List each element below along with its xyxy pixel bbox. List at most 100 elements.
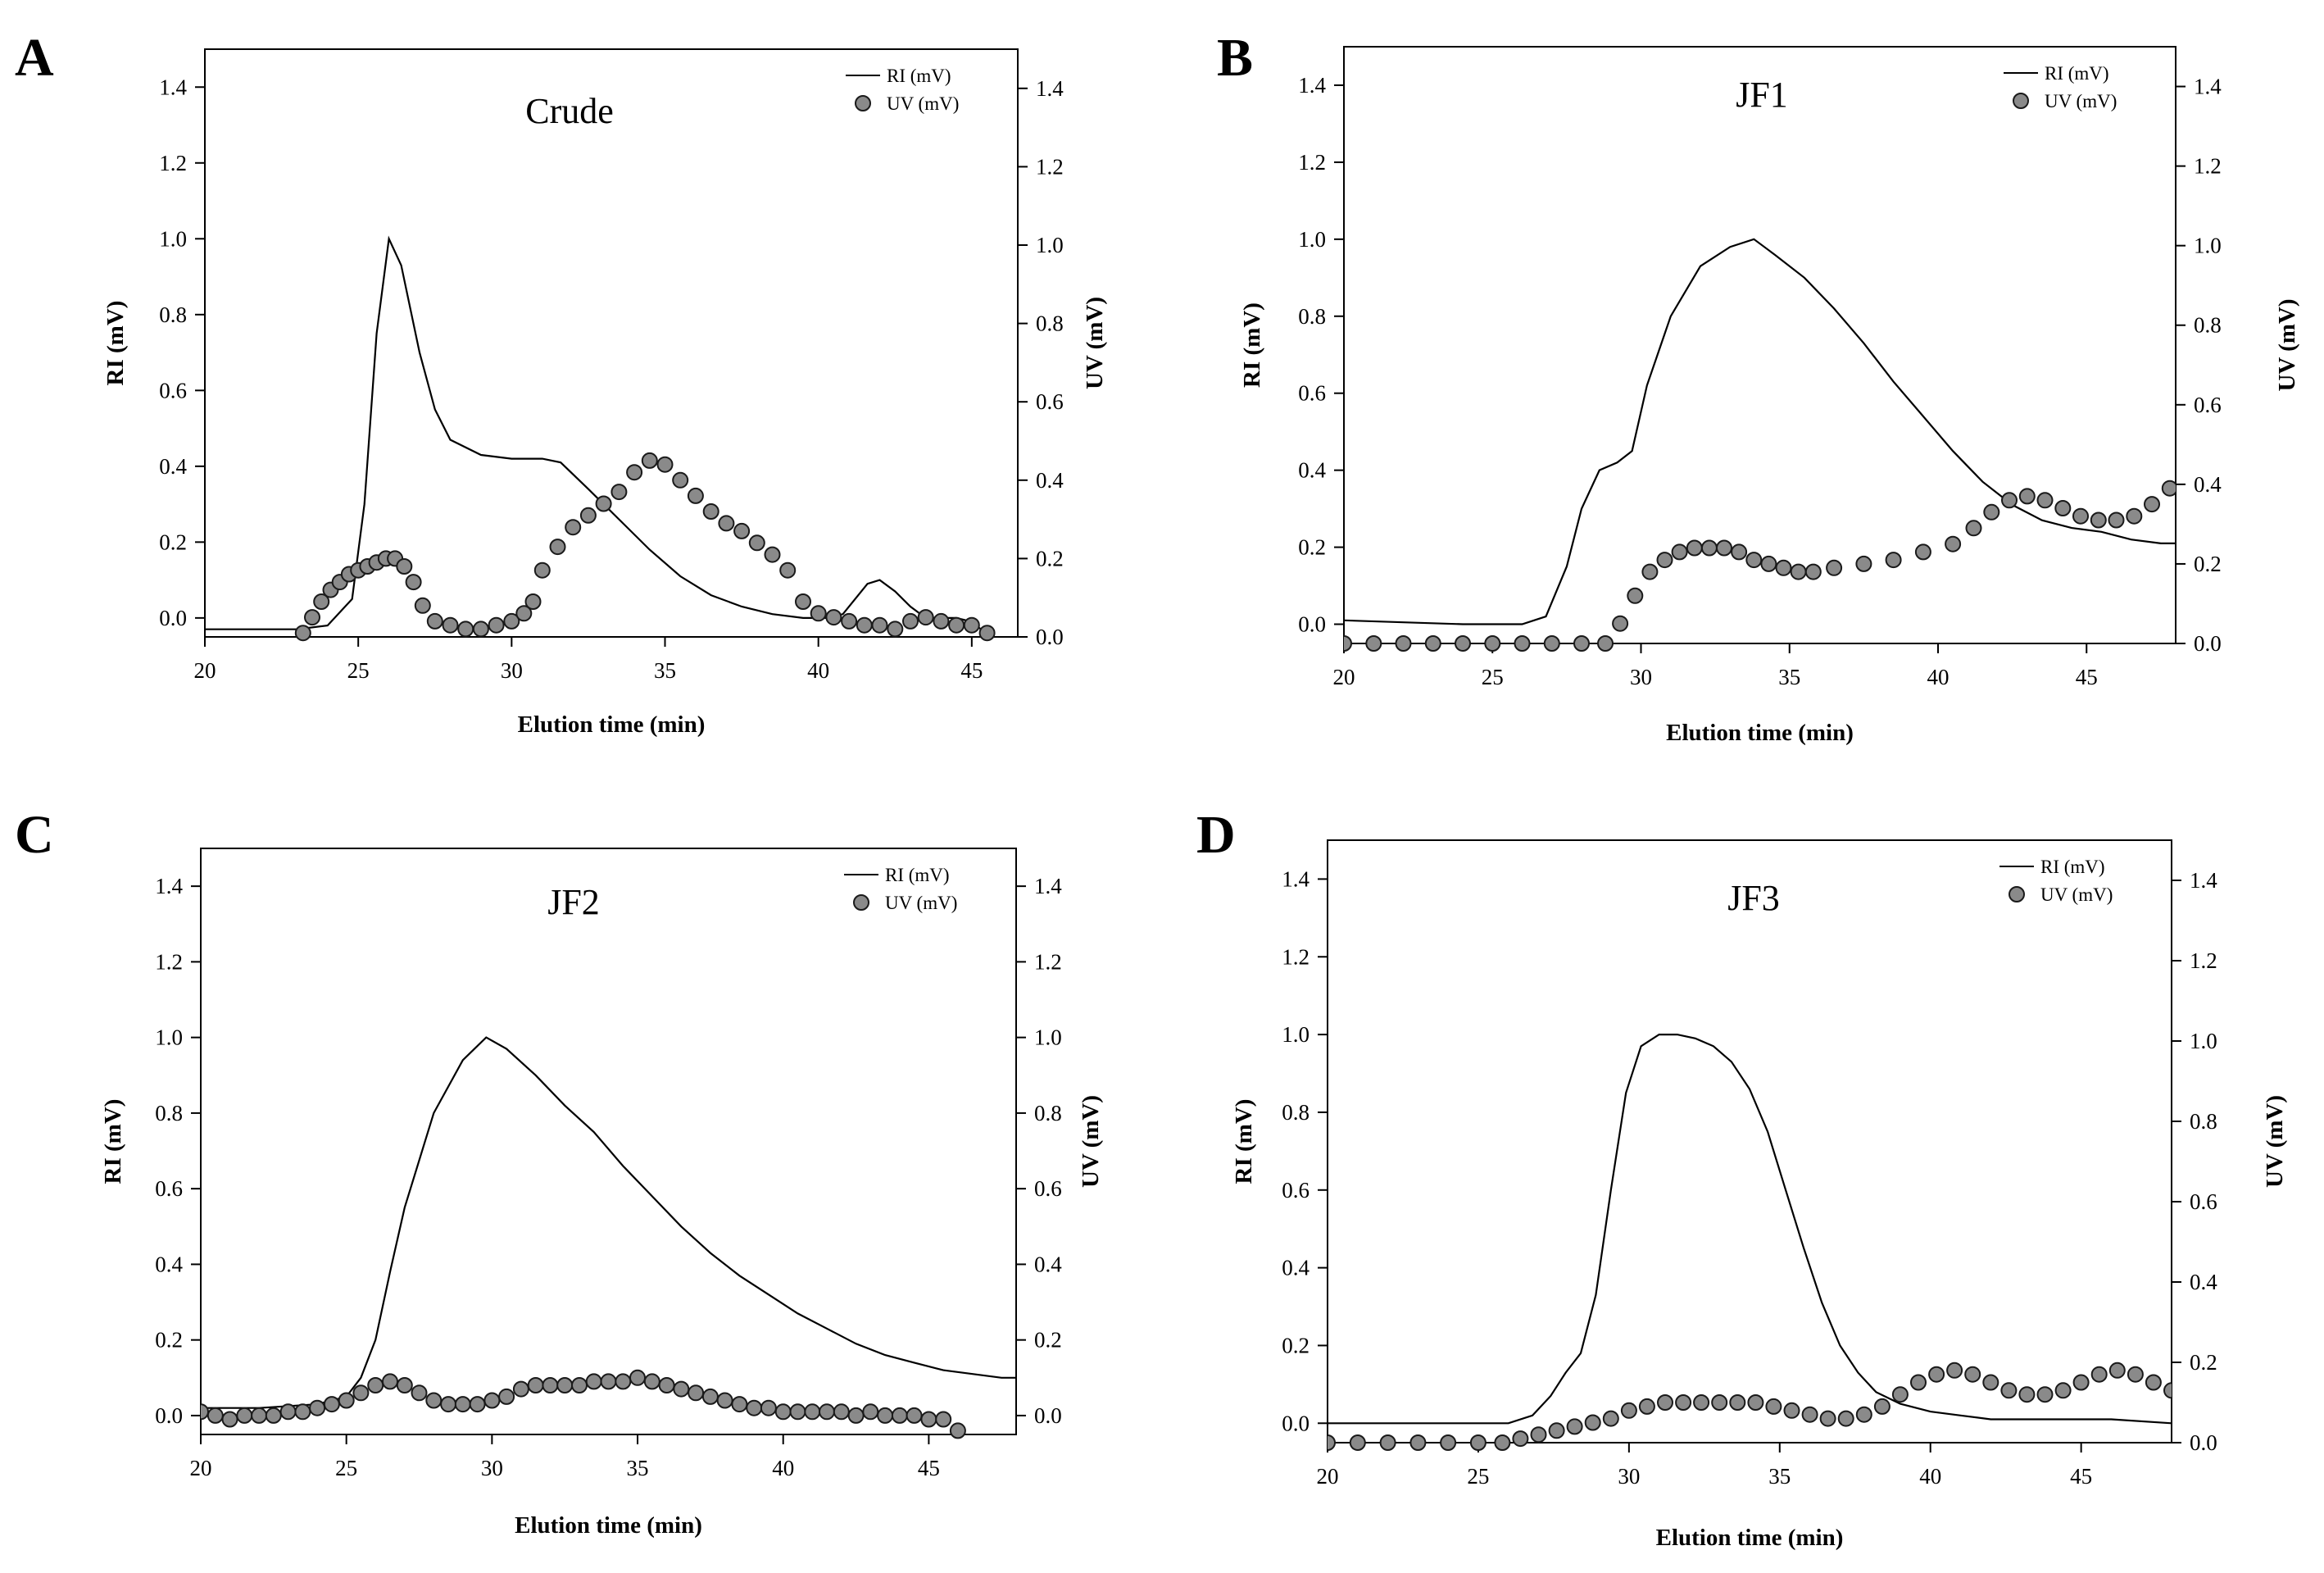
uv-marker — [411, 1384, 428, 1402]
y-right-tick-label: 1.4 — [2194, 75, 2222, 99]
uv-marker — [2036, 492, 2054, 509]
uv-marker — [1965, 520, 1982, 537]
ri-line — [1328, 1034, 2172, 1425]
uv-marker — [748, 534, 765, 552]
y-left-tick-label: 1.4 — [1298, 73, 1326, 98]
uv-marker — [1964, 1366, 1981, 1383]
uv-marker — [1638, 1398, 1655, 1415]
uv-marker — [1801, 1406, 1818, 1423]
uv-marker — [1543, 635, 1560, 652]
uv-marker — [2054, 1382, 2072, 1399]
y-left-tick-label: 0.0 — [1298, 612, 1326, 637]
uv-marker — [611, 484, 628, 501]
y-left-tick-label: 1.4 — [159, 75, 187, 99]
x-tick-label: 35 — [1778, 665, 1800, 689]
x-axis-title: Elution time (min) — [1656, 1525, 1844, 1551]
y-right-tick-label: 0.4 — [2194, 472, 2222, 497]
uv-marker — [236, 1407, 253, 1424]
uv-marker — [1804, 563, 1822, 580]
y-left-tick-label: 0.4 — [1298, 458, 1326, 483]
uv-marker — [1469, 1434, 1487, 1451]
y-left-tick-label: 0.8 — [1298, 304, 1326, 329]
uv-marker — [1711, 1394, 1728, 1411]
uv-marker — [1982, 1374, 1999, 1391]
uv-marker — [1819, 1410, 1836, 1427]
ri-line — [1344, 238, 2176, 625]
panel-letter: B — [1217, 28, 1253, 88]
uv-marker — [760, 1399, 777, 1416]
uv-marker — [2090, 1366, 2108, 1383]
uv-marker — [615, 1373, 632, 1390]
x-tick-label: 20 — [1317, 1464, 1339, 1489]
uv-marker — [503, 612, 520, 630]
uv-marker — [1855, 1406, 1872, 1423]
uv-marker — [1760, 555, 1777, 572]
uv-marker — [935, 1411, 952, 1428]
x-tick-label: 45 — [960, 658, 983, 683]
chart-panel-d: D JF3 20 25 30 35 40 45 0.0 0.2 0.4 0.6 0.8 1.0 1.2 1.4… — [1196, 805, 2288, 1551]
y-left-tick-label: 0.8 — [159, 302, 187, 327]
panel-letter: A — [15, 28, 54, 88]
y-left-tick-label: 0.2 — [1282, 1333, 1310, 1357]
x-tick-label: 40 — [772, 1456, 794, 1480]
uv-marker — [442, 616, 459, 634]
uv-marker — [789, 1403, 806, 1421]
x-tick-label: 40 — [807, 658, 829, 683]
uv-marker — [1656, 552, 1673, 569]
uv-marker — [1597, 635, 1614, 652]
y-left-tick-label: 1.0 — [159, 226, 187, 251]
uv-marker — [629, 1369, 646, 1386]
y-left-tick-label: 0.0 — [1282, 1411, 1310, 1435]
uv-marker — [917, 609, 934, 626]
uv-marker — [1885, 552, 1902, 569]
x-tick-label: 30 — [501, 658, 523, 683]
y-right-tick-label: 0.6 — [2190, 1189, 2217, 1214]
uv-marker — [1424, 635, 1441, 652]
uv-marker — [1790, 563, 1807, 580]
uv-marker — [1657, 1394, 1673, 1411]
y-left-tick-label: 0.2 — [159, 530, 187, 554]
legend-ri-label: RI (mV) — [2045, 63, 2109, 84]
y-right-tick-label: 0.2 — [1036, 546, 1064, 571]
panel-title: JF1 — [1736, 75, 1788, 115]
uv-marker — [1584, 1414, 1601, 1431]
uv-marker — [1641, 563, 1659, 580]
uv-marker — [1484, 635, 1501, 652]
uv-marker — [2145, 1374, 2162, 1391]
uv-marker — [933, 612, 950, 630]
uv-marker — [405, 574, 422, 591]
legend-uv-swatch — [853, 894, 869, 911]
legend-uv-label: UV (mV) — [885, 893, 957, 913]
uv-marker — [1700, 539, 1718, 557]
x-tick-label: 25 — [335, 1456, 357, 1480]
panel-letter: D — [1196, 805, 1236, 865]
uv-marker — [309, 1399, 326, 1416]
y-left-tick-label: 0.4 — [1282, 1256, 1310, 1280]
y-left-tick-label: 0.8 — [1282, 1100, 1310, 1125]
uv-marker — [1612, 615, 1629, 632]
uv-marker — [498, 1388, 515, 1405]
y-left-tick-label: 0.2 — [155, 1328, 183, 1353]
uv-marker — [457, 621, 474, 638]
panel-title: JF2 — [547, 882, 600, 922]
uv-marker — [847, 1407, 865, 1424]
x-axis-title: Elution time (min) — [515, 1512, 702, 1539]
y-left-axis-title: RI (mV) — [102, 301, 129, 386]
legend-uv-label: UV (mV) — [2045, 91, 2117, 111]
uv-marker — [764, 546, 781, 563]
uv-marker — [1675, 1394, 1692, 1411]
uv-marker — [1729, 1394, 1746, 1411]
uv-marker — [856, 616, 873, 634]
uv-marker — [2126, 507, 2143, 525]
uv-marker — [294, 625, 311, 642]
x-axis-title: Elution time (min) — [518, 711, 706, 738]
y-right-axis-title: UV (mV) — [1078, 1095, 1104, 1188]
uv-marker — [641, 452, 658, 469]
uv-marker — [396, 558, 413, 575]
uv-marker — [1745, 552, 1763, 569]
x-tick-label: 45 — [2070, 1464, 2092, 1489]
ri-line — [205, 235, 982, 630]
uv-marker — [1731, 543, 1748, 561]
y-left-tick-label: 0.4 — [159, 454, 187, 479]
